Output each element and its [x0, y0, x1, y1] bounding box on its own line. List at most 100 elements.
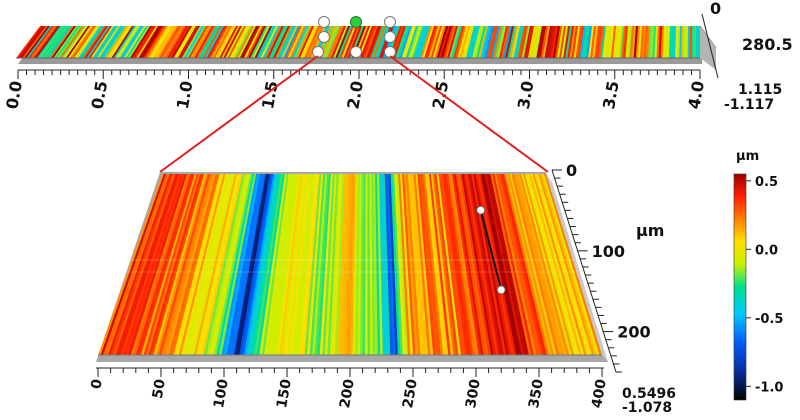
overview-stripe [610, 26, 617, 58]
surface-stripe [347, 174, 355, 355]
overview-stripe [341, 26, 357, 58]
overview-stripe [436, 26, 449, 58]
overview-stripe [53, 26, 79, 58]
profile-marker[interactable] [476, 205, 506, 295]
overview-stripe [132, 26, 155, 58]
overview-strip [16, 25, 717, 70]
overview-stripe [424, 26, 437, 58]
overview-stripe [320, 26, 337, 58]
overview-stripe [635, 26, 641, 58]
overview-stripe [420, 26, 433, 58]
overview-stripe [71, 26, 97, 58]
selection-handle[interactable] [312, 46, 324, 58]
overview-stripe [490, 26, 501, 58]
overview-stripe [629, 26, 635, 58]
overview-stripe [494, 26, 505, 58]
overview-stripe [88, 26, 113, 58]
overview-stripe [239, 26, 259, 58]
surface-stripe [521, 174, 573, 355]
overview-y-axis-line [701, 13, 719, 79]
overview-stripe [637, 26, 643, 58]
overview-stripe [204, 26, 225, 58]
overview-stripe [445, 26, 457, 58]
selection-handle[interactable] [384, 46, 396, 58]
surface-stripe [522, 174, 575, 355]
overview-stripe [569, 26, 577, 58]
overview-stripe [467, 26, 479, 58]
overview-stripe [123, 26, 147, 58]
overview-stripe [109, 26, 133, 58]
selection-handle[interactable] [318, 31, 330, 43]
overview-stripe [405, 26, 419, 58]
overview-stripe [206, 26, 227, 58]
zoom-connector-right [389, 55, 549, 173]
overview-stripe [163, 26, 185, 58]
selection-handle-active[interactable] [350, 16, 362, 28]
overview-stripe [362, 26, 377, 58]
overview-stripe [55, 26, 81, 58]
overview-stripe [266, 26, 285, 58]
overview-stripe [45, 26, 71, 58]
overview-stripe [559, 26, 567, 58]
x-tick-label: 0 [88, 378, 105, 391]
overview-stripe [503, 26, 513, 58]
overview-stripe [28, 26, 55, 58]
selection-handles[interactable] [312, 16, 396, 58]
surface-stripe [384, 174, 394, 355]
overview-stripe [304, 26, 321, 58]
overview-stripe [465, 26, 477, 58]
surface-stripe [176, 174, 225, 355]
overview-stripe [322, 26, 339, 58]
overview-stripe [513, 26, 523, 58]
surface-stripe [181, 174, 228, 355]
selection-handle[interactable] [384, 31, 396, 43]
surface-stripe [143, 174, 200, 355]
surface-stripe [542, 174, 601, 355]
surface-stripe [292, 174, 313, 355]
profile-line[interactable] [479, 209, 503, 291]
overview-stripe [57, 26, 83, 58]
overview-stripe [370, 26, 385, 58]
overview-stripe [190, 26, 211, 58]
surface-stripe [276, 174, 301, 355]
overview-stripe [119, 26, 143, 58]
overview-stripe [430, 26, 443, 58]
overview-stripe [18, 26, 45, 58]
overview-stripe [179, 26, 201, 58]
overview-stripe [401, 26, 415, 58]
surface-stripe [461, 174, 495, 355]
overview-stripe [399, 26, 413, 58]
overview-stripe [693, 26, 697, 58]
detail-y-axis-line [551, 169, 617, 373]
surface-stripe [459, 174, 492, 355]
surface-stripe [480, 174, 520, 355]
surface-stripe [400, 174, 414, 355]
overview-stripe [69, 26, 95, 58]
selection-handle[interactable] [350, 46, 362, 58]
x-tick-label: 3.0 [514, 79, 538, 110]
surface-stripe [371, 174, 376, 355]
x-tick-label: 2.5 [429, 79, 453, 110]
overview-stripe [196, 26, 217, 58]
surface-stripe [211, 174, 251, 355]
overview-stripe [482, 26, 493, 58]
overview-stripe [283, 26, 301, 58]
selection-handle[interactable] [318, 16, 330, 28]
overview-stripe [660, 26, 665, 58]
overview-stripe [150, 26, 173, 58]
overview-stripe [434, 26, 447, 58]
profile-endpoint[interactable] [496, 285, 506, 295]
colorbar-tick-label: -1.0 [755, 380, 783, 395]
surface-stripe [402, 174, 417, 355]
surface-stripe [382, 174, 391, 355]
surface-stripe [158, 174, 211, 355]
profile-endpoint[interactable] [476, 205, 486, 215]
overview-stripe [277, 26, 295, 58]
overview-stripe [192, 26, 213, 58]
overview-stripe [144, 26, 167, 58]
overview-stripe [63, 26, 89, 58]
overview-stripe [326, 26, 343, 58]
selection-handle[interactable] [384, 16, 396, 28]
overview-stripe [212, 26, 233, 58]
